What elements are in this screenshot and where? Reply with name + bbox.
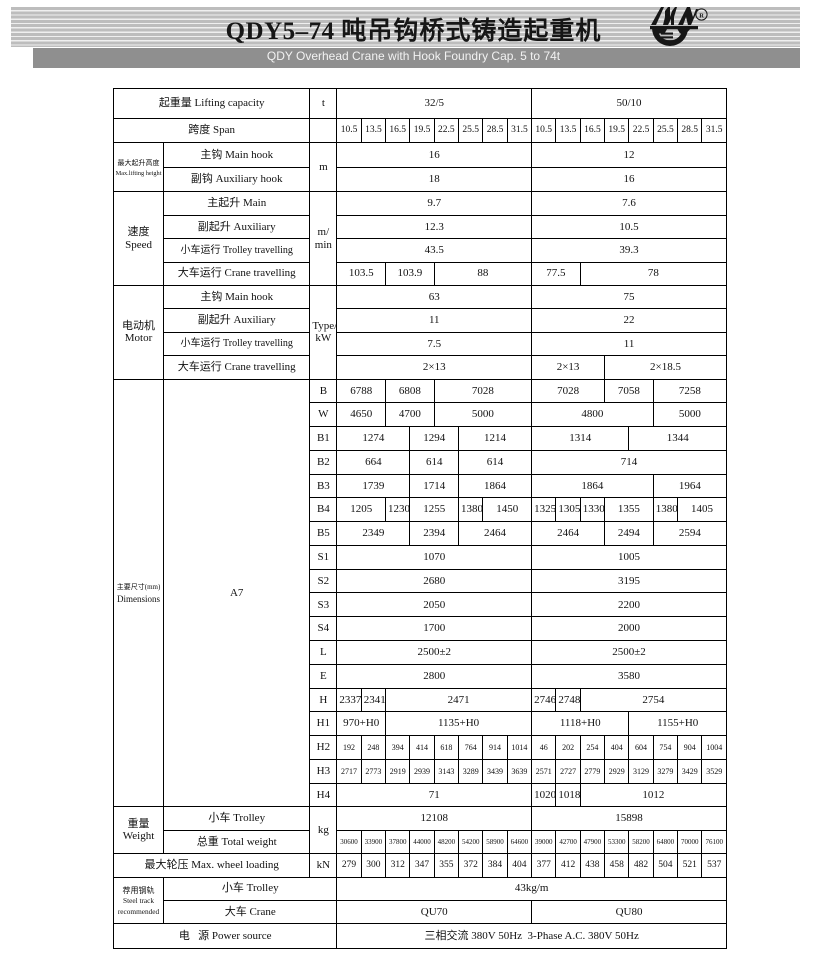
svg-text:R: R xyxy=(699,12,704,19)
